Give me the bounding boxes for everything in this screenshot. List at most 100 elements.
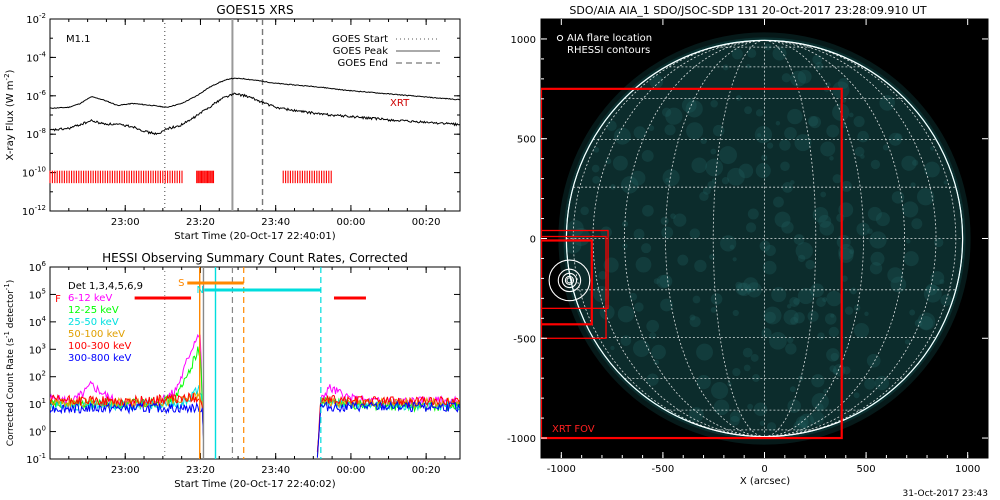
- sun-texture-blob: [867, 228, 873, 235]
- sun-texture-blob: [826, 124, 840, 138]
- goes-x-tick-label: 23:20: [186, 217, 215, 228]
- sun-texture-blob: [757, 133, 762, 138]
- sun-texture-blob: [914, 319, 923, 327]
- hessi-count-curves: [50, 333, 460, 458]
- xrt-coverage-bars: [49, 170, 332, 184]
- sun-texture-blob: [775, 120, 781, 126]
- sun-texture-blob: [854, 146, 865, 157]
- sun-texture-blob: [692, 295, 701, 304]
- sun-texture-blob: [807, 310, 819, 322]
- sun-texture-blob: [797, 69, 812, 84]
- sun-texture-blob: [732, 257, 737, 262]
- sun-texture-blob: [617, 305, 635, 323]
- xrt-fov-box: [541, 229, 609, 309]
- rhessi-contour: [564, 275, 575, 286]
- sun-texture-blob: [665, 107, 683, 125]
- aia-legend-label: AIA flare location: [567, 33, 652, 44]
- sun-texture-blob: [793, 420, 807, 434]
- aia-y-tick-label: 0: [530, 235, 536, 246]
- sun-texture-blob: [773, 196, 784, 208]
- sun-texture-blob: [743, 277, 759, 293]
- sun-texture-blob: [828, 326, 839, 338]
- sun-texture-blob: [710, 148, 717, 155]
- sun-texture-blob: [905, 238, 911, 244]
- goes-class-label: M1.1: [66, 34, 91, 45]
- sun-texture-blob: [794, 134, 812, 152]
- sun-texture-blob: [779, 139, 791, 151]
- sun-texture-blob: [641, 243, 652, 254]
- sun-texture-blob: [743, 364, 751, 372]
- sun-texture-blob: [642, 204, 654, 217]
- sun-texture-blob: [606, 120, 617, 131]
- hessi-x-axis-label: Start Time (20-Oct-17 22:40:02): [174, 479, 335, 490]
- goes-flux-curves: [50, 77, 460, 136]
- sun-texture-blob: [653, 278, 660, 285]
- sun-texture-blob: [753, 402, 768, 416]
- sun-texture-blob: [745, 222, 757, 233]
- sun-texture-blob: [766, 422, 777, 432]
- sun-texture-blob: [712, 124, 725, 137]
- sun-texture-blob: [731, 48, 743, 60]
- hessi-y-tick-label: 102: [29, 370, 46, 384]
- sun-texture-blob: [836, 234, 851, 249]
- sun-texture-blob: [919, 315, 934, 330]
- rhessi-contour: [557, 268, 582, 293]
- goes-x-tick-label: 23:40: [261, 217, 290, 228]
- sun-texture-blob: [649, 74, 664, 89]
- sun-texture-blob: [925, 283, 938, 296]
- hessi-x-tick-labels: 23:00 23:20 23:40 00:00 00:20: [111, 465, 441, 476]
- hessi-x-tick-label: 00:00: [337, 465, 366, 476]
- aia-x-tick-label: -500: [652, 464, 675, 475]
- sun-texture-blob: [781, 221, 794, 234]
- aia-y-tick-label: -500: [513, 334, 536, 345]
- sun-texture-blob: [710, 100, 718, 108]
- longitude-line: [764, 40, 957, 437]
- goes-x-tick-labels: 23:00 23:20 23:40 00:00 00:20: [111, 217, 441, 228]
- sun-texture-blob: [709, 253, 715, 260]
- sun-texture-blob: [700, 137, 707, 145]
- hessi-y-tick-labels: 106 105 104 103 102 101 100 10-1: [26, 260, 46, 466]
- sun-texture-blob: [901, 155, 917, 171]
- aia-y-tick-labels: 1000 500 0 -500 -1000: [507, 35, 536, 445]
- hessi-count-line: [50, 392, 204, 437]
- sun-texture-blob: [686, 122, 704, 140]
- sun-texture-blob: [875, 212, 890, 227]
- sun-texture-blob: [807, 115, 819, 127]
- sun-texture-blob: [633, 228, 645, 240]
- sun-texture-blob: [869, 231, 887, 249]
- aia-y-tick-label: -1000: [507, 434, 536, 445]
- aia-legend-circle-marker: [556, 34, 564, 42]
- aia-x-tick-label: 1000: [955, 464, 980, 475]
- sun-texture-blob: [820, 191, 827, 198]
- xrt-fov-box: [541, 235, 607, 339]
- sun-texture-blob: [930, 146, 935, 151]
- sun-texture-blob: [622, 243, 628, 249]
- sun-texture-blob: [719, 146, 737, 165]
- sun-texture-blob: [755, 109, 764, 117]
- sun-texture-blob: [790, 70, 807, 87]
- goes-y-tick-label: 10-4: [26, 50, 46, 64]
- sun-texture-blob: [894, 133, 903, 142]
- aia-legend-label: RHESSI contours: [567, 45, 650, 56]
- hessi-legend-label: 100-300 keV: [68, 341, 132, 352]
- sun-texture-blob: [879, 95, 895, 111]
- hessi-title: HESSI Observing Summary Count Rates, Cor…: [102, 251, 408, 265]
- sun-texture-blob: [866, 353, 881, 368]
- sun-texture-blob: [673, 213, 687, 227]
- goes-x-tick-label: 23:00: [111, 217, 140, 228]
- sun-texture-blob: [812, 206, 829, 223]
- sun-texture-blob: [702, 186, 711, 195]
- sun-texture-blob: [746, 64, 751, 69]
- sun-texture-blob: [934, 237, 944, 248]
- sun-texture-blob: [605, 158, 612, 165]
- sun-texture-blob: [786, 304, 792, 309]
- xrt-fov-label: XRT FOV: [552, 424, 595, 435]
- sun-texture-blob: [634, 302, 644, 312]
- sun-texture-blob: [641, 149, 654, 162]
- sun-texture-blob: [646, 319, 659, 333]
- sun-texture-blob: [691, 157, 707, 174]
- sun-texture-blob: [808, 116, 822, 129]
- sun-texture-blob: [887, 267, 903, 283]
